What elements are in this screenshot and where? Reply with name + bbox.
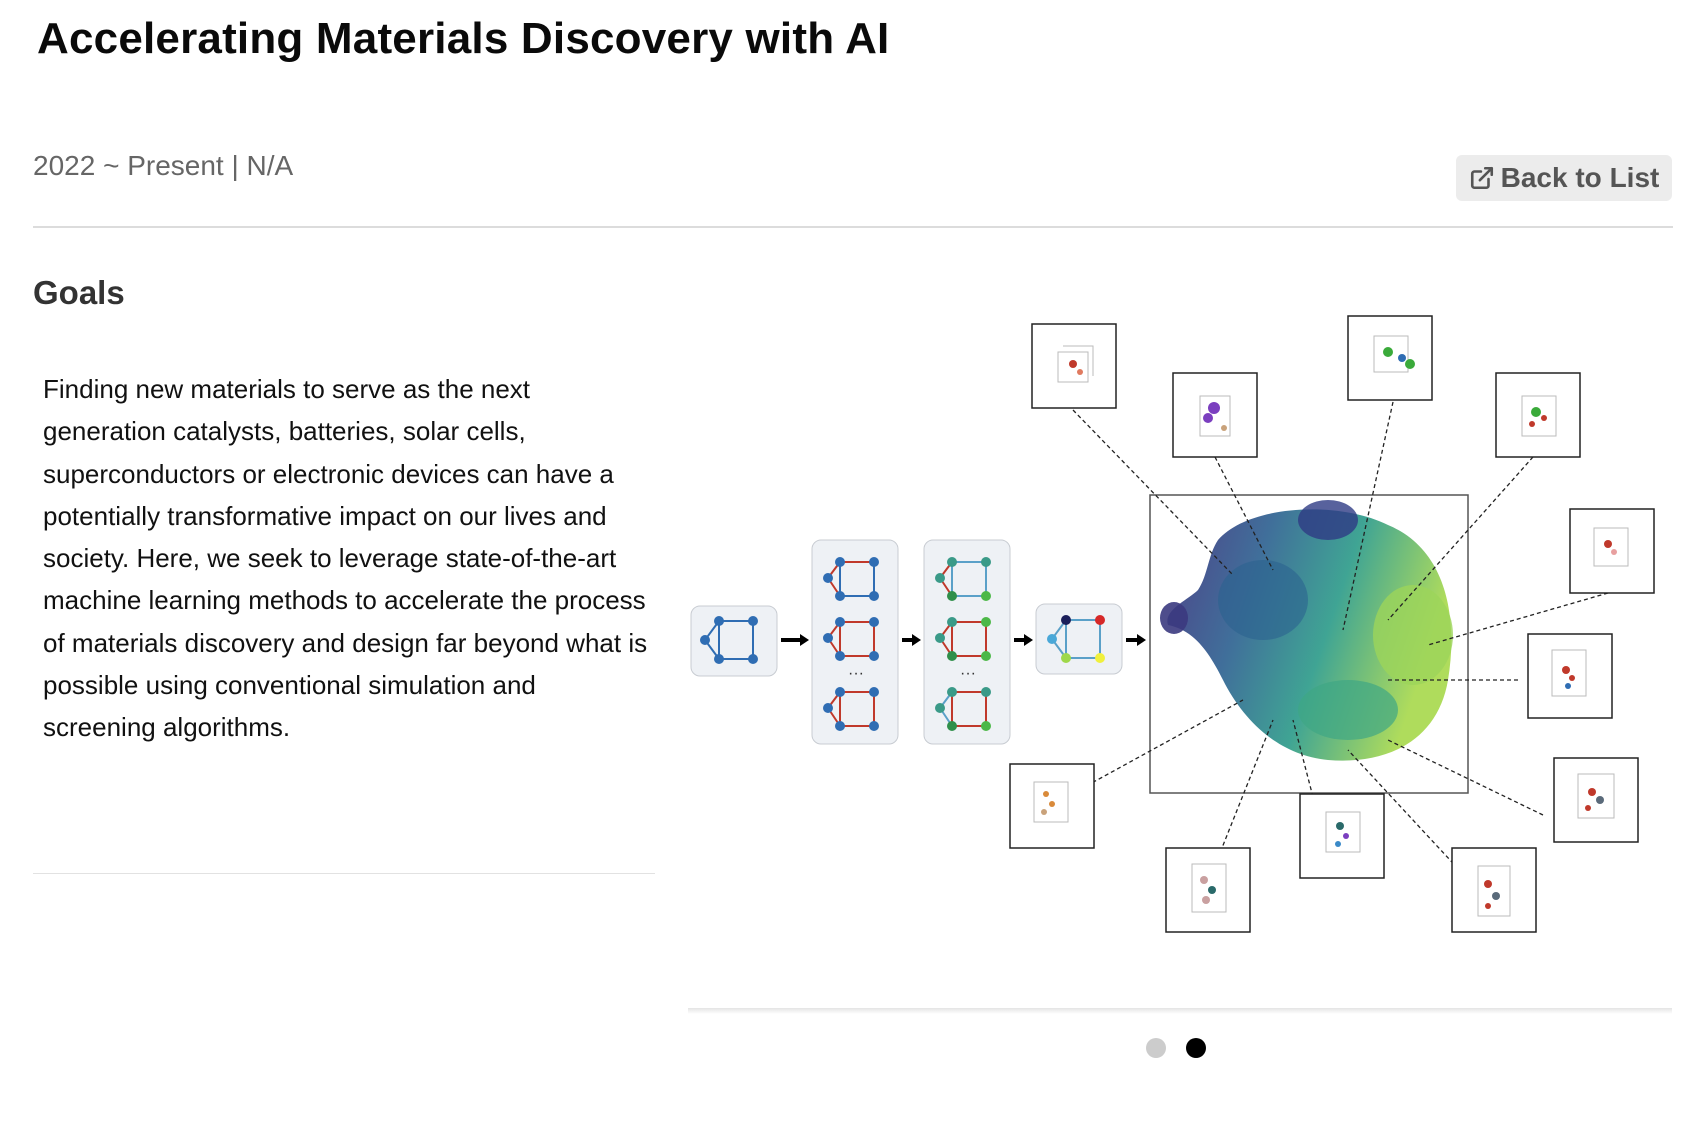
page-title: Accelerating Materials Discovery with AI: [37, 14, 890, 63]
svg-text:···: ···: [960, 665, 976, 682]
goals-description: Finding new materials to serve as the ne…: [43, 374, 648, 743]
crystal-thumbnails: [1009, 315, 1655, 933]
figure-bottom-shadow: [688, 1008, 1672, 1014]
embedding-map: [1149, 494, 1469, 794]
svg-text:···: ···: [848, 665, 864, 682]
back-to-list-button[interactable]: Back to List: [1456, 155, 1672, 201]
layer-2-panel: ···: [923, 539, 1011, 745]
layer-1-panel: ···: [811, 539, 899, 745]
output-graph-panel: [1035, 603, 1123, 675]
goals-heading: Goals: [33, 274, 125, 311]
back-to-list-label: Back to List: [1500, 162, 1660, 193]
external-link-icon: [1470, 166, 1493, 190]
header-divider: [33, 226, 1673, 228]
carousel-dot-1[interactable]: [1146, 1038, 1166, 1058]
carousel-indicators: [1146, 1038, 1206, 1058]
materials-discovery-figure: ··· ···: [690, 315, 1655, 933]
goals-divider: [33, 873, 655, 874]
connector-lines: [1067, 401, 1609, 879]
input-graph-panel: [690, 605, 778, 677]
project-meta: 2022 ~ Present | N/A: [33, 150, 294, 181]
carousel-dot-2[interactable]: [1186, 1038, 1206, 1058]
